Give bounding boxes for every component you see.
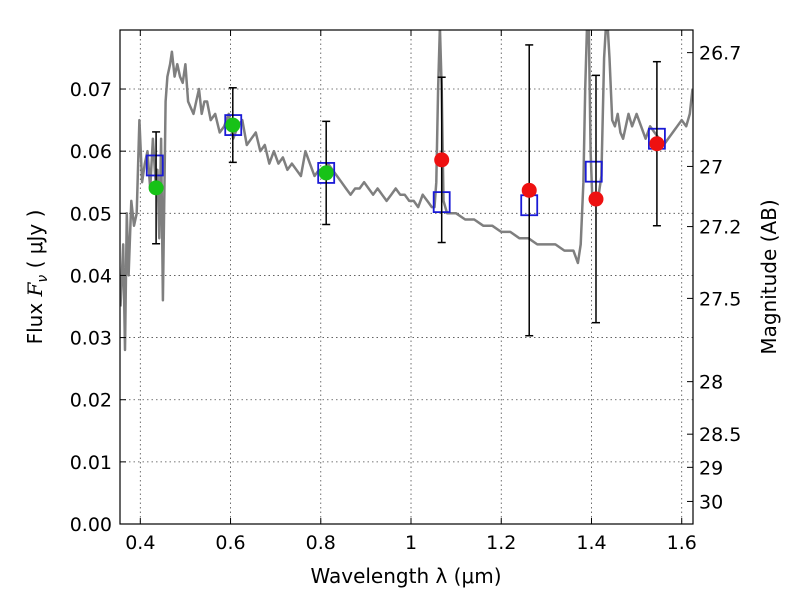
y-tick-label: 0.07 (70, 79, 112, 101)
y-tick-label: 0.06 (70, 141, 112, 163)
model-photometry-box (145, 154, 164, 177)
y-axis-label-suffix: ( μJy ) (23, 210, 47, 275)
plot-data (120, 30, 693, 352)
observed-green-point (318, 165, 334, 181)
y-tick-label: 0.02 (70, 390, 112, 412)
x-tick-label: 0.4 (125, 532, 155, 554)
observed-red-point (649, 136, 665, 152)
y-tick-label: 0.01 (70, 452, 112, 474)
y2-tick-label: 26.7 (699, 43, 741, 65)
observed-red-point (588, 191, 604, 207)
y-tick-label: 0.03 (70, 328, 112, 350)
x-tick-label: 1.4 (576, 532, 606, 554)
y-tick-label: 0.00 (70, 514, 112, 536)
x-tick-label: 1.6 (667, 532, 697, 554)
model-spectrum-line (120, 30, 693, 352)
y-tick-label: 0.05 (70, 203, 112, 225)
observed-green-point (148, 180, 164, 196)
axis-ticks: 0.4 0.6 0.8 1 1.2 1.4 1.6 0.00 0.01 0.02 0.03 0.04 0… (70, 30, 741, 554)
y2-tick-label: 27.2 (699, 217, 741, 239)
y2-tick-label: 28 (699, 372, 723, 394)
plot-frame (119, 29, 694, 525)
observed-red-point (521, 182, 537, 198)
y2-tick-label: 28.5 (699, 424, 741, 446)
x-axis-label: Wavelength λ (μm) (310, 564, 501, 588)
y-axis-label: Flux Fν ( μJy ) (23, 210, 51, 345)
observed-red-point (434, 152, 450, 168)
y2-tick-label: 27 (699, 156, 723, 178)
y2-tick-label: 30 (699, 491, 723, 513)
x-tick-label: 1.2 (486, 532, 516, 554)
x-tick-label: 0.8 (306, 532, 336, 554)
y-tick-label: 0.04 (70, 265, 112, 287)
y-axis-label-var: F (23, 281, 47, 297)
grid-lines (120, 30, 693, 525)
model-photometry-box (584, 160, 603, 183)
y2-tick-label: 27.5 (699, 288, 741, 310)
x-tick-label: 1 (405, 532, 417, 554)
y-axis-label-prefix: Flux (23, 296, 47, 344)
y-axis-label-sub: ν (35, 275, 51, 283)
y2-tick-label: 29 (699, 457, 723, 479)
y2-axis-label: Magnitude (AB) (757, 199, 781, 354)
x-tick-label: 0.6 (215, 532, 245, 554)
observed-green-point (225, 117, 241, 133)
